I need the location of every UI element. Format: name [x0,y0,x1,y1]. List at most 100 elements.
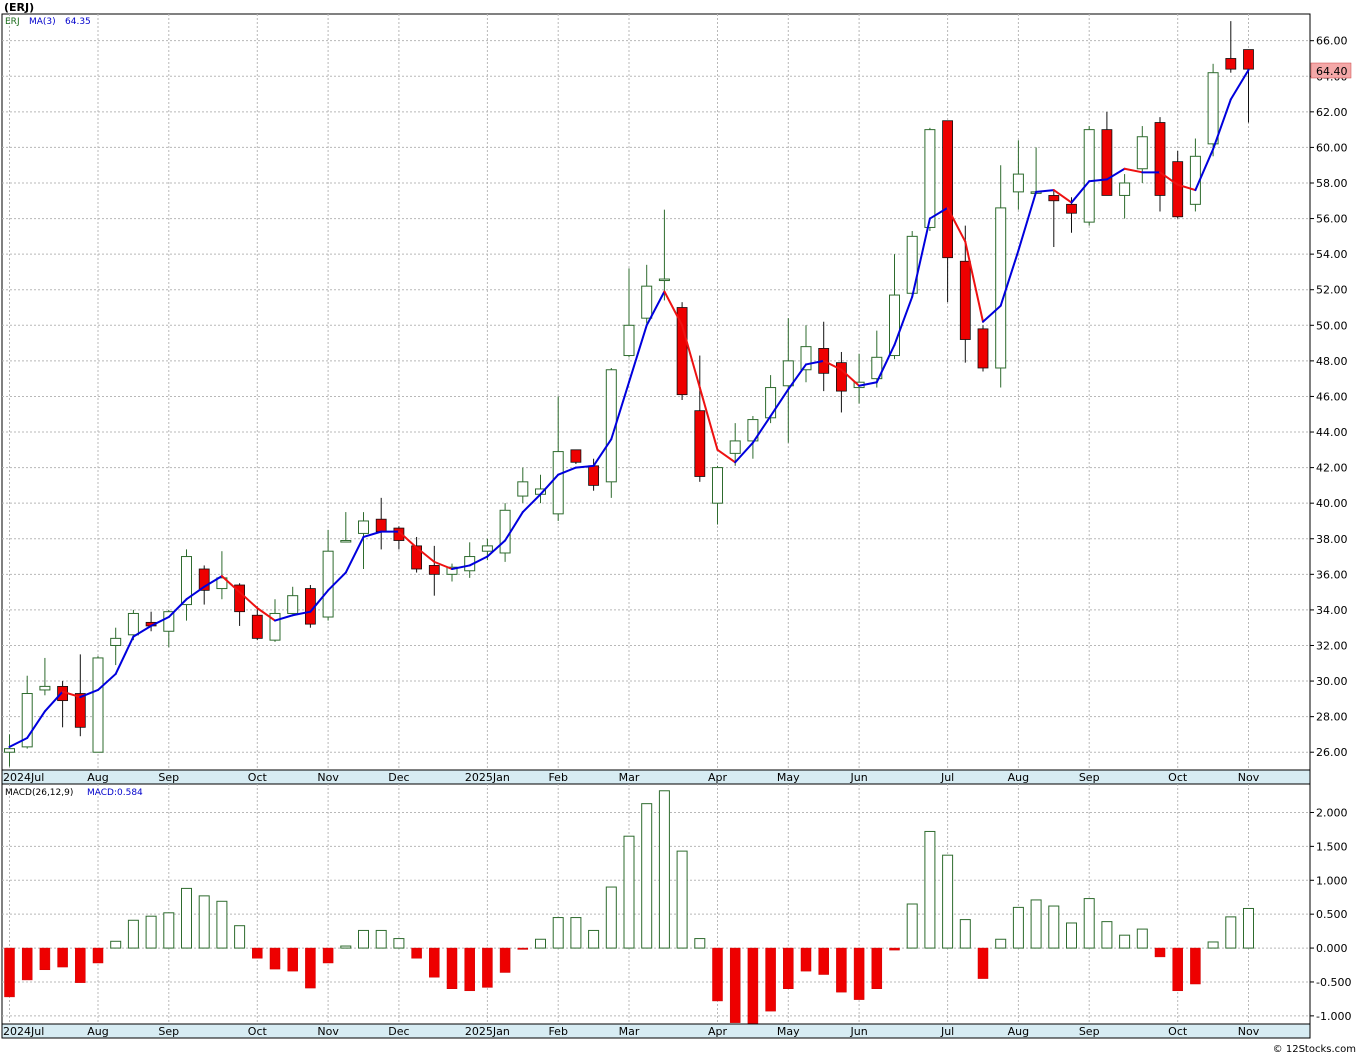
macd-bar-negative [765,947,776,1012]
candle-body-up [499,509,511,554]
candle [92,656,104,753]
date-label: 2025Jan [465,1025,510,1038]
date-axis-band-bottom [1,1023,1311,1039]
candle-body-down [942,120,953,259]
ma3-segment-up [344,535,365,574]
macd-bar-positive [1225,916,1237,949]
macd-panel [1,783,1311,1025]
candle-body-up [1012,173,1024,193]
date-label: Aug [87,1025,108,1038]
macd-bar-negative [747,947,759,1025]
macd-bar-negative [1154,947,1166,958]
price-tick-label: 62.00 [1316,106,1348,119]
macd-bar-negative [21,947,33,981]
date-label: Nov [1238,1025,1260,1038]
macd-bar-negative [517,947,529,950]
ma3-segment-down [716,448,737,464]
candle-body-down [234,584,246,613]
date-label: 2024Jul [3,1025,44,1038]
candle [110,627,122,666]
candle-body-up [446,566,458,575]
date-label: Jun [850,771,868,784]
candle [1119,174,1131,219]
macd-bar-positive [1066,922,1077,949]
macd-bar-positive [1030,899,1042,949]
candle-body-down [1048,195,1060,202]
candle-body-down [74,693,86,728]
candle-body-down [428,565,440,575]
macd-bar-positive [924,830,936,949]
candle [4,734,15,767]
date-label: Sep [1079,771,1100,784]
candle-body-down [959,260,971,340]
candle [658,209,670,301]
price-tick-label: 28.00 [1316,711,1348,724]
macd-bar-negative [729,947,741,1023]
ma3-segment-down [946,206,967,243]
macd-bar-positive [1136,928,1148,949]
ma3-segment-up [1017,190,1038,252]
macd-bar-positive [906,903,918,949]
ma3-segment-up [114,635,135,675]
candle-body-down [694,410,706,477]
date-label: Oct [248,771,268,784]
macd-bar-negative [75,947,86,983]
macd-bar-negative [305,947,316,989]
candle [74,654,86,737]
macd-bar-positive [198,895,210,949]
macd-tick-label: 2.000 [1316,806,1348,819]
ma3-segment-up [858,381,878,387]
macd-bar-positive [694,938,706,949]
candle-body-up [92,657,104,753]
candle-body-up [889,294,900,357]
macd-bar-negative [783,947,794,989]
macd-bar-negative [889,947,900,951]
candle [800,325,812,383]
candle-body-down [411,545,423,570]
ma3-segment-down [433,560,453,570]
macd-bar-positive [1243,907,1254,949]
ma3-segment-up [203,575,223,588]
ma3-segment-up [592,438,613,467]
macd-tick-label: 0.000 [1316,942,1348,955]
candle-body-down [251,614,263,639]
macd-bar-positive [393,938,405,949]
candle [251,606,263,641]
ma3-segment-up [486,539,507,558]
macd-legend-params: MACD(26,12,9) [5,788,73,798]
ma3-segment-up [1070,180,1091,204]
macd-bar-positive [1083,898,1095,949]
ma3-segment-up [1212,98,1232,151]
candle [1048,190,1060,248]
ma3-segment-up [8,736,29,748]
macd-bar-negative [1172,947,1183,992]
candle-body-up [995,207,1007,369]
candle [499,503,511,562]
date-label: 2024Jul [3,771,44,784]
macd-bar-positive [375,929,387,949]
legend-ma-label: MA(3) [29,17,56,27]
candle-body-up [765,387,777,419]
candle [181,549,192,621]
ma3-segment-down [1123,167,1144,174]
candle [428,545,440,596]
macd-bar-positive [959,919,971,949]
candle [924,127,936,232]
candle-body-down [836,362,847,392]
ma3-segment-up [79,688,99,699]
candle-body-up [1083,129,1095,223]
macd-bar-negative [92,947,104,964]
candle-body-up [39,685,51,691]
candle [39,657,51,696]
ma3-line [8,69,1250,748]
macd-bar-negative [4,947,15,998]
ma3-segment-up [787,363,807,391]
price-panel [1,13,1311,771]
macd-bar-positive [145,915,157,949]
ma3-segment-down [1176,183,1197,192]
candle-body-up [358,520,369,534]
price-tick-label: 46.00 [1316,390,1348,403]
candles-layer [4,21,1254,767]
date-label: Apr [708,1025,728,1038]
ma3-segment-up [911,217,931,298]
